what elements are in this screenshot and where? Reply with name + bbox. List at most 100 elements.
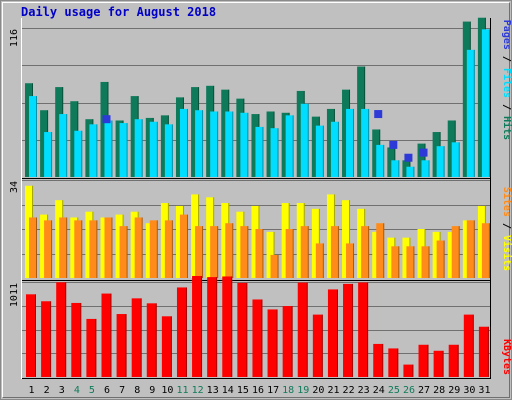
- day-label: 17: [267, 385, 279, 396]
- files-bar: [240, 112, 249, 177]
- day-label: 27: [418, 385, 430, 396]
- legend-separator: /: [501, 217, 512, 235]
- sites-bar: [104, 217, 113, 278]
- sites-bar: [44, 220, 53, 278]
- files-bar: [421, 160, 430, 177]
- sites-bar: [119, 226, 128, 278]
- day-label: 6: [104, 385, 110, 396]
- files-bar: [210, 111, 219, 177]
- legend-hits-files-pages: Pages / Files / Hits: [501, 20, 512, 140]
- kbytes-bar: [101, 293, 112, 377]
- sites-bar: [240, 226, 249, 278]
- day-label: 21: [327, 385, 339, 396]
- kbytes-bar: [56, 282, 67, 377]
- day-label: 5: [89, 385, 95, 396]
- pages-marker: [419, 148, 428, 157]
- files-bar: [300, 103, 309, 177]
- kbytes-bar: [463, 314, 474, 377]
- kbytes-bar: [418, 344, 429, 377]
- files-bar: [255, 126, 264, 177]
- visits-bar: [342, 200, 351, 278]
- files-bar: [134, 119, 143, 177]
- day-label: 25: [388, 385, 400, 396]
- sites-bar: [346, 243, 355, 278]
- sites-bar: [255, 229, 264, 278]
- day-label: 2: [44, 385, 50, 396]
- files-bar: [361, 108, 370, 177]
- day-label: 14: [222, 385, 234, 396]
- day-label: 11: [176, 385, 188, 396]
- day-label: 15: [237, 385, 249, 396]
- kbytes-bar: [192, 275, 203, 377]
- kbytes-bar: [116, 314, 127, 377]
- sites-bar: [164, 220, 173, 278]
- day-label: 26: [403, 385, 415, 396]
- files-bar: [29, 96, 37, 177]
- legend-separator: /: [501, 50, 512, 68]
- legend-entry-visits: Visits: [501, 235, 512, 271]
- sites-bar: [466, 220, 475, 278]
- kbytes-bar: [252, 299, 263, 377]
- files-bar: [315, 125, 324, 177]
- files-bar: [149, 121, 158, 177]
- day-label: 23: [358, 385, 370, 396]
- day-label: 3: [59, 385, 65, 396]
- files-bar: [89, 124, 98, 177]
- sites-bar: [451, 226, 460, 278]
- pages-marker: [389, 140, 398, 149]
- legend-entry-pages: Pages: [501, 20, 512, 50]
- visits-bar: [251, 205, 260, 278]
- legend-separator: /: [501, 98, 512, 116]
- y-axis-max-label: 34: [9, 181, 20, 193]
- files-bar: [406, 166, 415, 177]
- sites-bar: [285, 229, 294, 278]
- sites-bar: [376, 223, 385, 278]
- files-bar: [225, 111, 234, 177]
- kbytes-bar: [41, 301, 52, 377]
- kbytes-bar: [131, 298, 142, 377]
- kbytes-bar: [71, 302, 82, 377]
- sites-bar: [436, 240, 445, 278]
- pages-marker: [102, 115, 111, 124]
- day-label: 29: [448, 385, 460, 396]
- kbytes-bar: [448, 344, 459, 377]
- files-bar: [104, 120, 113, 177]
- kbytes-bar: [478, 326, 489, 377]
- sites-bar: [391, 246, 400, 278]
- sites-bar: [361, 226, 370, 278]
- sites-bar: [406, 246, 415, 278]
- kbytes-bar: [146, 303, 157, 377]
- kbytes-bar: [312, 314, 323, 377]
- legend-entry-sites: Sites: [501, 187, 512, 217]
- sites-bar: [300, 226, 309, 278]
- day-label: 13: [207, 385, 219, 396]
- sites-bar: [149, 220, 158, 278]
- kbytes-bar: [207, 277, 218, 377]
- day-label: 16: [252, 385, 264, 396]
- files-bar: [346, 108, 355, 177]
- sites-bar: [481, 223, 490, 278]
- kbytes-bar: [388, 348, 399, 377]
- sites-bar: [225, 223, 234, 278]
- kbytes-bar: [343, 283, 354, 377]
- files-bar: [179, 108, 188, 177]
- day-label: 22: [343, 385, 355, 396]
- sites-bar: [74, 220, 83, 278]
- pages-marker: [404, 153, 413, 162]
- files-bar: [391, 160, 400, 177]
- day-label: 4: [74, 385, 80, 396]
- sites-bar: [195, 226, 204, 278]
- kbytes-bar: [327, 289, 338, 377]
- legend-visits-sites: Sites / Visits: [501, 187, 512, 271]
- sites-bar: [315, 243, 324, 278]
- sites-bar: [134, 217, 143, 278]
- kbytes-bar: [373, 343, 384, 377]
- kbytes-bar: [433, 350, 444, 377]
- y-axis-max-label: 1011: [9, 283, 20, 307]
- y-axis-max-label: 116: [9, 29, 20, 47]
- day-label: 9: [149, 385, 155, 396]
- sites-bar: [270, 254, 279, 278]
- files-bar: [119, 123, 128, 177]
- kbytes-bar: [237, 282, 248, 377]
